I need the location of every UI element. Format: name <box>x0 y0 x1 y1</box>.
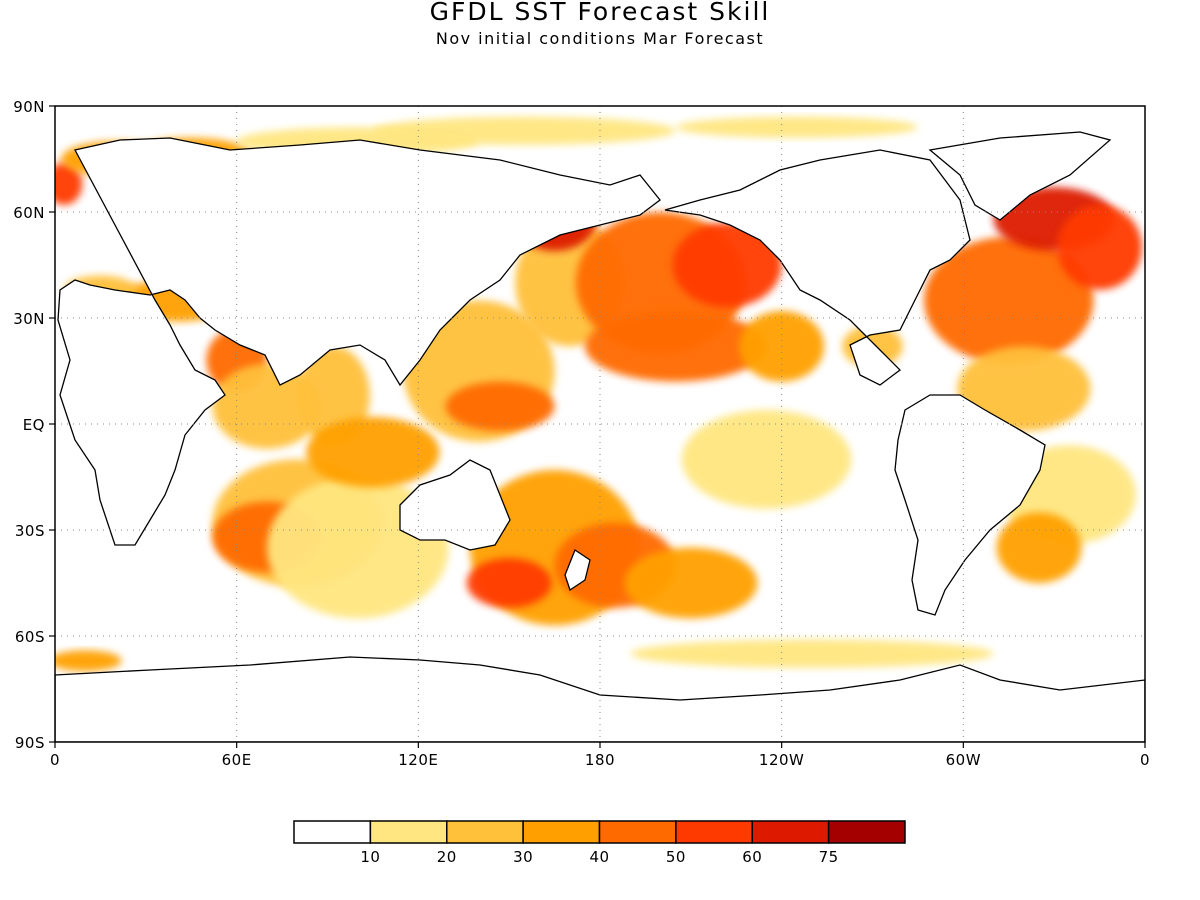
skill-region-16 <box>445 381 555 432</box>
australia-land <box>399 459 511 551</box>
skill-region-36 <box>55 650 122 672</box>
colorbar-swatch <box>369 820 448 844</box>
x-tick-label: 0 <box>50 751 60 769</box>
skill-region-29 <box>923 236 1094 364</box>
y-tick-label: 90N <box>13 98 45 116</box>
colorbar-swatch <box>446 820 524 844</box>
x-tick-label: 60W <box>946 751 981 769</box>
colorbar-swatch <box>293 820 372 844</box>
y-tick-label: 60N <box>13 204 45 222</box>
antarctica-land <box>55 656 1145 742</box>
colorbar-swatch <box>522 820 601 844</box>
skill-region-9 <box>212 363 322 449</box>
skill-region-27 <box>681 409 852 509</box>
colorbar-label: 40 <box>589 848 609 866</box>
y-tick-label: 30S <box>15 522 45 540</box>
colorbar-swatch <box>675 820 753 844</box>
south-america-land <box>894 394 1046 616</box>
colorbar-label: 50 <box>666 848 686 866</box>
y-tick-label: 90S <box>15 734 45 752</box>
chart-title: GFDL SST Forecast Skill <box>429 0 771 26</box>
eurasia-africa-land <box>57 137 661 546</box>
greenland-land <box>928 131 1112 221</box>
skill-region-20 <box>584 310 767 382</box>
skill-region-24 <box>466 558 552 608</box>
colorbar: 10 20 30 40 50 60 75 <box>293 820 906 866</box>
grid-lines <box>55 106 1145 742</box>
colorbar-label: 75 <box>819 848 839 866</box>
skill-region-34 <box>996 512 1082 584</box>
axis-ticks: 0 60E 120E 180 120W 60W 0 90N 60N 30N EQ 30S 60S 90S <box>13 98 1150 769</box>
skill-region-4 <box>372 116 676 145</box>
y-tick-label: EQ <box>23 416 45 434</box>
colorbar-swatch <box>827 820 906 844</box>
x-tick-label: 180 <box>585 751 615 769</box>
chart-subtitle: Nov initial conditions Mar Forecast <box>435 29 765 48</box>
land-layer <box>55 131 1145 742</box>
x-tick-label: 120E <box>398 751 438 769</box>
skill-region-26 <box>624 547 758 619</box>
colorbar-label: 30 <box>513 848 533 866</box>
x-tick-label: 60E <box>222 751 252 769</box>
north-america-land <box>664 149 971 386</box>
colorbar-label: 20 <box>437 848 457 866</box>
skill-region-35 <box>630 639 994 668</box>
colorbar-label: 10 <box>360 848 380 866</box>
new-zealand-land <box>564 549 591 592</box>
colorbar-label: 60 <box>742 848 762 866</box>
skill-region-31 <box>1057 204 1142 290</box>
y-tick-label: 60S <box>15 628 45 646</box>
x-tick-label: 120W <box>759 751 804 769</box>
skill-region-5 <box>675 116 918 138</box>
skill-region-32 <box>957 346 1091 432</box>
x-tick-label: 0 <box>1140 751 1150 769</box>
skill-region-21 <box>672 222 782 308</box>
colorbar-swatch <box>751 820 830 844</box>
skill-region-0 <box>55 162 83 205</box>
skill-region-14 <box>306 416 440 488</box>
y-tick-label: 30N <box>13 310 45 328</box>
colorbar-swatch <box>598 820 677 844</box>
